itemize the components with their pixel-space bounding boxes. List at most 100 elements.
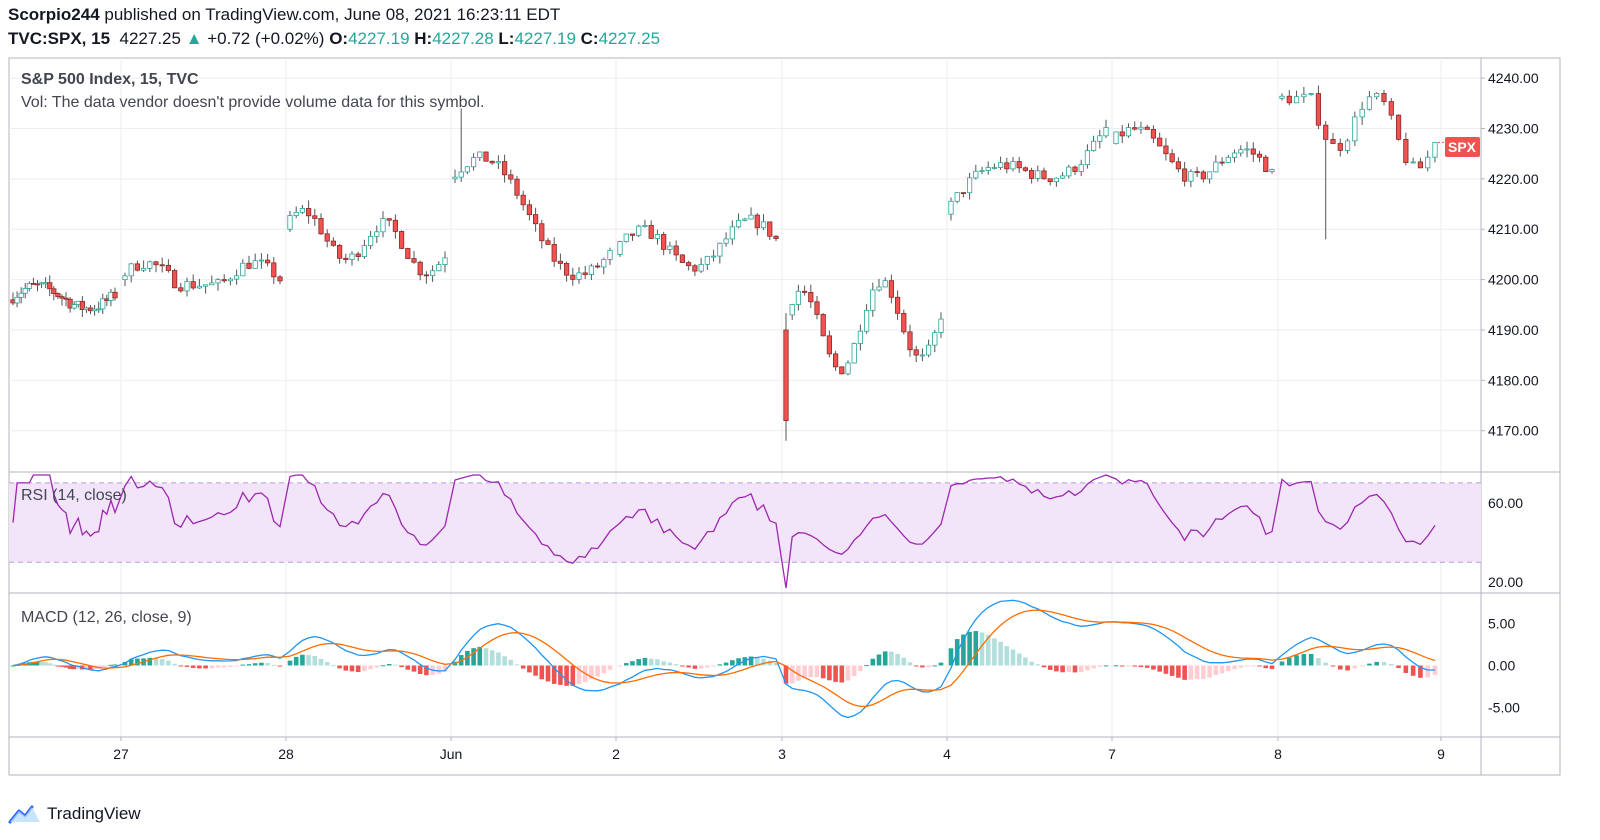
publish-info: published on TradingView.com, June 08, 2… [104, 5, 561, 24]
candle-down [55, 292, 61, 300]
macd-histogram-bar [1269, 665, 1275, 669]
candle-body [508, 174, 514, 180]
macd-histogram-bar [1078, 665, 1084, 672]
macd-histogram-bar [913, 665, 919, 667]
macd-histogram-bar [1097, 665, 1103, 667]
candle-body [913, 349, 919, 356]
candle-up [1293, 90, 1300, 104]
candle-body [629, 233, 636, 236]
candle-body [826, 335, 833, 355]
candle-up [932, 329, 938, 353]
candle-down [405, 247, 411, 259]
candle-body [67, 298, 73, 309]
candle-body [998, 162, 1004, 168]
price-tick-label: 4240.00 [1488, 70, 1539, 86]
candle-down [1016, 156, 1022, 173]
candle-body [336, 244, 343, 259]
candle-body [648, 225, 654, 239]
candle-body [349, 253, 355, 260]
candle-down [134, 260, 140, 272]
candle-body [686, 262, 692, 267]
macd-histogram-bar [1151, 665, 1156, 670]
candle-body [1263, 156, 1269, 173]
candle-body [1125, 127, 1132, 137]
macd-histogram-bar [539, 665, 545, 680]
macd-histogram-bar [527, 665, 532, 673]
macd-histogram-bar [783, 665, 789, 684]
candle-down [1417, 157, 1424, 169]
macd-histogram-bar [1182, 665, 1187, 680]
candle-up [1035, 165, 1041, 182]
candle-down [417, 260, 423, 281]
macd-histogram-bar [754, 657, 760, 666]
macd-histogram-bar [1226, 665, 1231, 672]
macd-histogram-bar [736, 658, 741, 666]
candle-up [1207, 171, 1213, 184]
macd-histogram-bar [1381, 662, 1387, 666]
candle-down [264, 253, 271, 267]
author-name[interactable]: Scorpio244 [8, 5, 100, 24]
candle-body [470, 157, 477, 168]
candle-up [464, 166, 471, 175]
macd-histogram-bar [1138, 665, 1144, 668]
candle-body [661, 234, 667, 250]
macd-histogram-bar [920, 665, 925, 668]
macd-histogram-bar [489, 650, 495, 666]
macd-histogram-bar [820, 665, 826, 679]
candle-body [795, 290, 802, 305]
candle-body [748, 214, 754, 220]
macd-histogram-bar [673, 664, 679, 666]
macd-histogram-bar [424, 665, 429, 676]
candle-up [870, 282, 876, 317]
candle-down [318, 213, 324, 235]
macd-histogram-bar [312, 655, 318, 666]
candle-body [595, 265, 601, 268]
candle-down [1395, 114, 1402, 141]
price-axis: 4240.00 4230.00 4220.00 4210.00 4200.00 4190.… [1481, 70, 1539, 439]
candle-body [1352, 116, 1358, 142]
candle-down [692, 263, 698, 277]
candle-down [1150, 125, 1157, 144]
publish-header: Scorpio244 published on TradingView.com,… [8, 5, 560, 25]
macd-histogram-bar [858, 665, 863, 672]
candle-down [483, 151, 489, 162]
candle-up [1078, 159, 1084, 177]
time-tick-label: 2 [612, 746, 620, 762]
candle-body [1119, 131, 1125, 137]
candle-up [380, 211, 386, 238]
candle-up [926, 339, 932, 358]
macd-histogram-bar [1213, 665, 1219, 676]
candle-body [190, 281, 196, 289]
candle-up [293, 206, 299, 219]
candle-body [324, 233, 330, 242]
macd-histogram-bar [932, 665, 938, 667]
candle-body [1182, 168, 1188, 182]
candle-body [679, 254, 686, 263]
candle-down [808, 284, 814, 308]
macd-histogram-bar [380, 665, 386, 667]
candle-body [293, 211, 299, 216]
candle-body [539, 223, 545, 242]
candle-up [623, 233, 629, 243]
macd-histogram-bar [1119, 665, 1125, 667]
candle-up [607, 247, 613, 265]
macd-histogram-bar [31, 661, 36, 666]
macd-histogram-bar [1054, 665, 1059, 672]
rsi-band [9, 482, 1481, 563]
candle-body [729, 226, 735, 240]
macd-histogram-bar [63, 665, 69, 668]
macd-tick-label: 5.00 [1488, 615, 1515, 631]
candle-up [1213, 155, 1219, 173]
candle-body [717, 242, 723, 257]
candle-down [277, 274, 283, 285]
rsi-pane-title: RSI (14, close) [21, 487, 127, 504]
spx-tag-badge [1445, 137, 1480, 157]
high-value: 4227.28 [432, 29, 494, 48]
macd-histogram-bar [520, 665, 526, 669]
macd-histogram-bar [417, 665, 423, 674]
macd-histogram-bar [1113, 665, 1119, 667]
tradingview-brand[interactable]: TradingView [8, 804, 141, 824]
price-tick-label: 4170.00 [1488, 423, 1539, 439]
candle-body [209, 282, 215, 286]
